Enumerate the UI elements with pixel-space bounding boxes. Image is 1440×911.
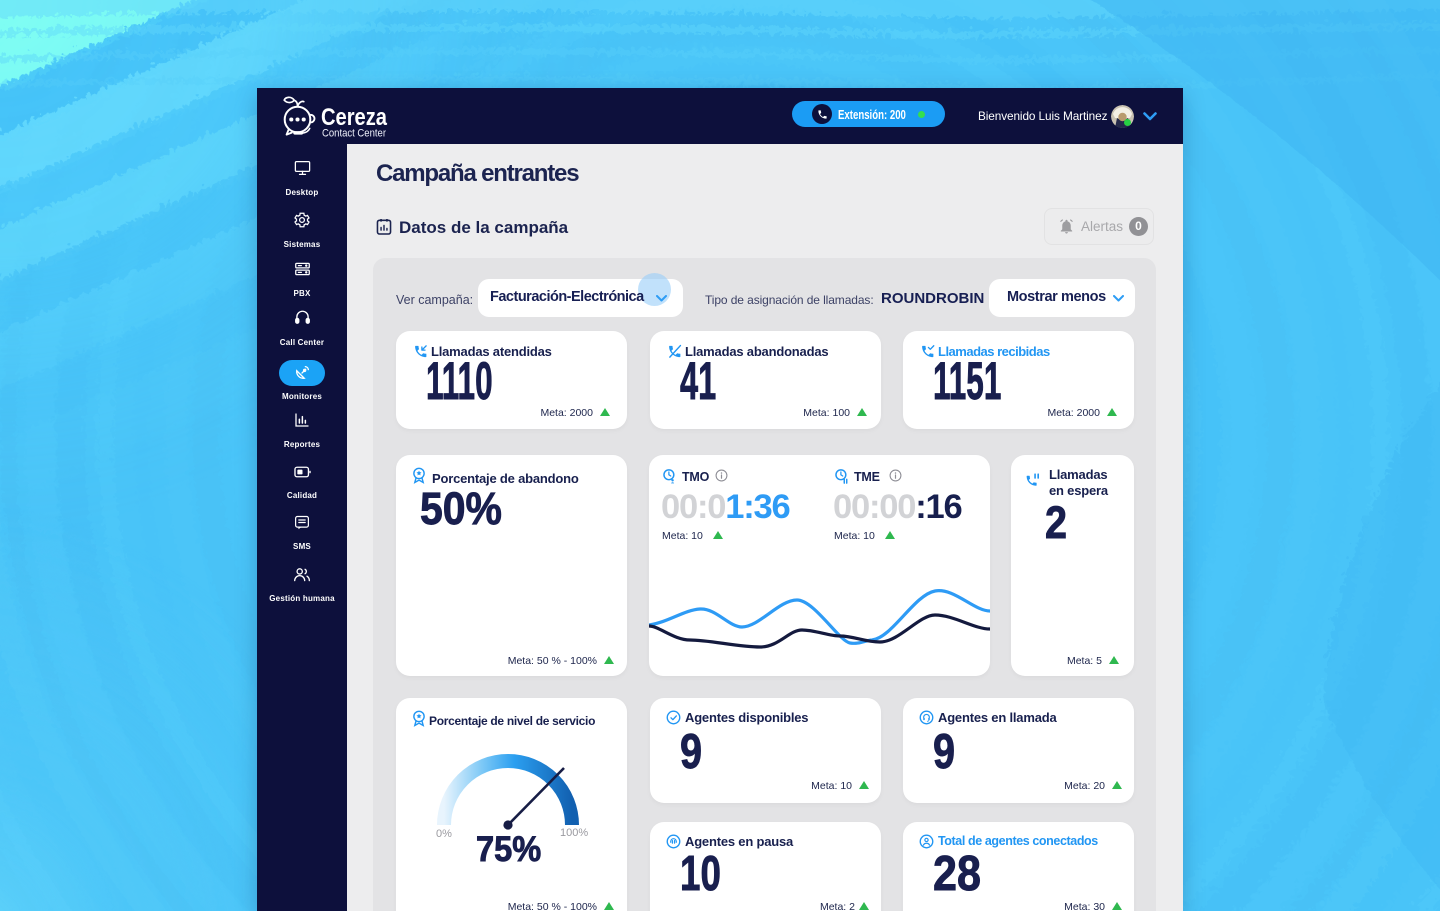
svg-text:Cereza: Cereza [321,104,387,131]
svg-text:Contact Center: Contact Center [322,128,386,140]
